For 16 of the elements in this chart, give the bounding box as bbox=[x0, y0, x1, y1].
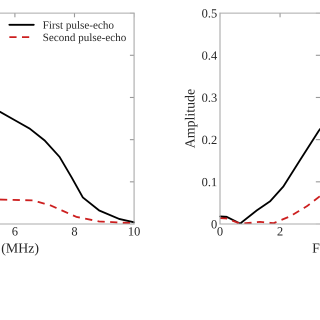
x-tick-label: 6 bbox=[12, 227, 18, 236]
x-axis-title: F bbox=[312, 244, 320, 253]
x-tick-label: 8 bbox=[72, 227, 78, 236]
y-tick-label: 0.3 bbox=[202, 93, 217, 102]
y-tick-label: 0.2 bbox=[202, 136, 217, 144]
y-tick-label: 0.1 bbox=[202, 178, 216, 186]
legend-label: First pulse-echo bbox=[43, 20, 114, 32]
x-tick-label: 2 bbox=[277, 227, 282, 236]
x-axis-title: (MHz) bbox=[2, 242, 38, 256]
y-tick-label: 0 bbox=[211, 220, 217, 228]
y-tick-label: 0.4 bbox=[202, 51, 218, 60]
x-tick-label: 10 bbox=[128, 227, 140, 236]
x-tick-label: 0 bbox=[217, 227, 223, 236]
legend-label: Second pulse-echo bbox=[43, 33, 126, 44]
y-axis-title: Amplitude bbox=[184, 89, 198, 148]
y-tick-label: 0.5 bbox=[202, 9, 217, 18]
